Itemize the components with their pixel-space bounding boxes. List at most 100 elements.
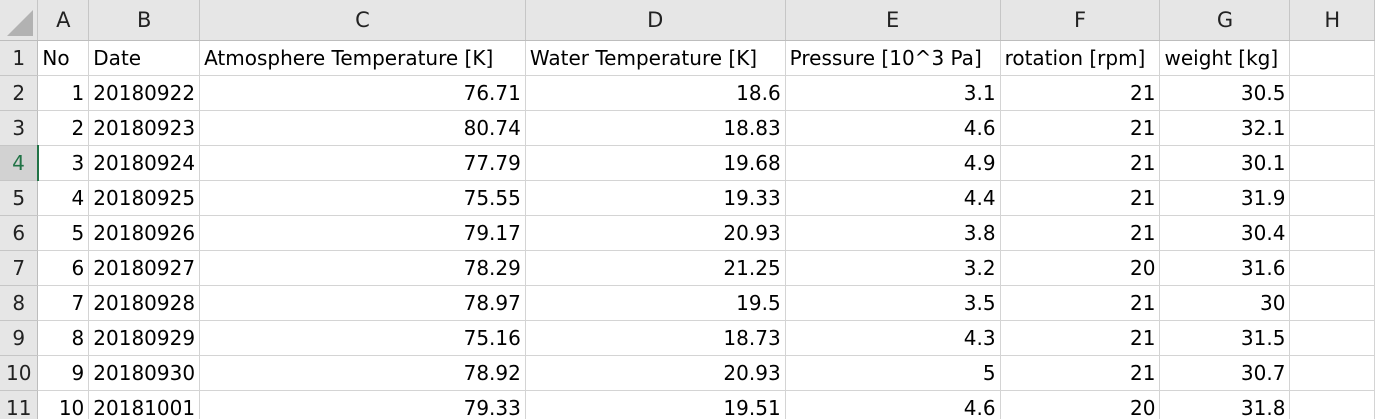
cell[interactable]: 32.1: [1159, 110, 1291, 146]
column-header-c[interactable]: C: [199, 0, 526, 41]
cell[interactable]: [1289, 250, 1375, 286]
row-header[interactable]: 4: [0, 145, 39, 181]
row-header[interactable]: 11: [0, 390, 39, 419]
cell[interactable]: 21: [1000, 110, 1161, 146]
cell[interactable]: rotation [rpm]: [1000, 40, 1161, 76]
cell[interactable]: 21: [1000, 285, 1161, 321]
cell[interactable]: 7: [37, 285, 90, 321]
cell[interactable]: 20.93: [525, 215, 786, 251]
cell[interactable]: 3.8: [785, 215, 1001, 251]
cell[interactable]: 31.5: [1159, 320, 1291, 356]
cell[interactable]: 21: [1000, 320, 1161, 356]
row-header[interactable]: 3: [0, 110, 39, 146]
cell[interactable]: 4.6: [785, 110, 1001, 146]
cell[interactable]: 20180930: [88, 355, 201, 391]
cell[interactable]: 20180923: [88, 110, 201, 146]
cell[interactable]: 18.73: [525, 320, 786, 356]
cell[interactable]: 75.55: [199, 180, 526, 216]
cell[interactable]: No: [37, 40, 90, 76]
cell[interactable]: [1289, 285, 1375, 321]
cell[interactable]: 30.5: [1159, 75, 1291, 111]
cell[interactable]: 19.68: [525, 145, 786, 181]
cell[interactable]: [1289, 390, 1375, 419]
cell[interactable]: 5: [37, 215, 90, 251]
cell[interactable]: 20180925: [88, 180, 201, 216]
cell[interactable]: 21.25: [525, 250, 786, 286]
cell[interactable]: 19.33: [525, 180, 786, 216]
cell[interactable]: 75.16: [199, 320, 526, 356]
column-header-f[interactable]: F: [1000, 0, 1161, 41]
cell[interactable]: 21: [1000, 215, 1161, 251]
cell[interactable]: 1: [37, 75, 90, 111]
column-header-d[interactable]: D: [525, 0, 786, 41]
cell[interactable]: 19.51: [525, 390, 786, 419]
row-header[interactable]: 7: [0, 250, 39, 286]
cell[interactable]: 21: [1000, 145, 1161, 181]
cell[interactable]: 4.6: [785, 390, 1001, 419]
row-header[interactable]: 8: [0, 285, 39, 321]
cell[interactable]: 20: [1000, 390, 1161, 419]
cell[interactable]: 21: [1000, 75, 1161, 111]
cell[interactable]: 20180926: [88, 215, 201, 251]
cell[interactable]: 31.9: [1159, 180, 1291, 216]
cell[interactable]: 4.9: [785, 145, 1001, 181]
cell[interactable]: 9: [37, 355, 90, 391]
cell[interactable]: [1289, 355, 1375, 391]
cell[interactable]: 3.1: [785, 75, 1001, 111]
column-header-a[interactable]: A: [37, 0, 90, 41]
cell[interactable]: 20.93: [525, 355, 786, 391]
cell[interactable]: 79.17: [199, 215, 526, 251]
column-header-h[interactable]: H: [1289, 0, 1375, 41]
cell[interactable]: 3: [37, 145, 90, 181]
cell[interactable]: [1289, 320, 1375, 356]
cell[interactable]: 3.2: [785, 250, 1001, 286]
cell[interactable]: Water Temperature [K]: [525, 40, 786, 76]
cell[interactable]: 31.6: [1159, 250, 1291, 286]
cell[interactable]: 10: [37, 390, 90, 419]
cell[interactable]: 4: [37, 180, 90, 216]
column-header-e[interactable]: E: [785, 0, 1001, 41]
cell[interactable]: 30: [1159, 285, 1291, 321]
cell[interactable]: 77.79: [199, 145, 526, 181]
cell[interactable]: 21: [1000, 355, 1161, 391]
cell[interactable]: Pressure [10^3 Pa]: [785, 40, 1001, 76]
cell[interactable]: 2: [37, 110, 90, 146]
cell[interactable]: 6: [37, 250, 90, 286]
cell[interactable]: 18.83: [525, 110, 786, 146]
cell[interactable]: [1289, 215, 1375, 251]
cell[interactable]: 21: [1000, 180, 1161, 216]
cell[interactable]: 30.4: [1159, 215, 1291, 251]
cell[interactable]: 78.92: [199, 355, 526, 391]
column-header-b[interactable]: B: [88, 0, 201, 41]
cell[interactable]: 31.8: [1159, 390, 1291, 419]
cell[interactable]: 20180924: [88, 145, 201, 181]
cell[interactable]: 4.3: [785, 320, 1001, 356]
cell[interactable]: [1289, 40, 1375, 76]
row-header[interactable]: 2: [0, 75, 39, 111]
cell[interactable]: 20: [1000, 250, 1161, 286]
row-header[interactable]: 1: [0, 40, 39, 76]
cell[interactable]: 79.33: [199, 390, 526, 419]
cell[interactable]: 20180929: [88, 320, 201, 356]
cell[interactable]: [1289, 75, 1375, 111]
select-all-button[interactable]: [0, 0, 39, 41]
cell[interactable]: 78.97: [199, 285, 526, 321]
cell[interactable]: weight [kg]: [1159, 40, 1291, 76]
cell[interactable]: Atmosphere Temperature [K]: [199, 40, 526, 76]
cell[interactable]: Date: [88, 40, 201, 76]
cell[interactable]: 80.74: [199, 110, 526, 146]
row-header[interactable]: 6: [0, 215, 39, 251]
cell[interactable]: 8: [37, 320, 90, 356]
cell[interactable]: 4.4: [785, 180, 1001, 216]
cell[interactable]: 30.1: [1159, 145, 1291, 181]
cell[interactable]: 18.6: [525, 75, 786, 111]
cell[interactable]: [1289, 180, 1375, 216]
row-header[interactable]: 10: [0, 355, 39, 391]
cell[interactable]: [1289, 145, 1375, 181]
cell[interactable]: 20181001: [88, 390, 201, 419]
cell[interactable]: 5: [785, 355, 1001, 391]
cell[interactable]: 30.7: [1159, 355, 1291, 391]
cell[interactable]: 78.29: [199, 250, 526, 286]
row-header[interactable]: 9: [0, 320, 39, 356]
row-header[interactable]: 5: [0, 180, 39, 216]
